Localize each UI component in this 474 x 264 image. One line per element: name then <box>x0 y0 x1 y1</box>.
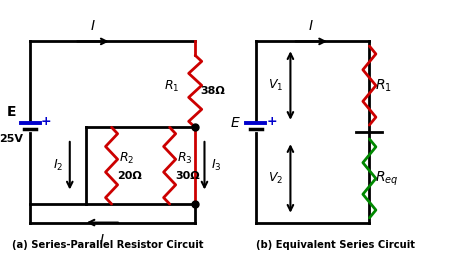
Text: $R_2$: $R_2$ <box>118 151 134 166</box>
Text: 20Ω: 20Ω <box>117 171 142 181</box>
Text: $E$: $E$ <box>230 116 241 130</box>
Text: $I_2$: $I_2$ <box>53 158 63 173</box>
Text: $V_2$: $V_2$ <box>268 171 283 186</box>
Text: $R_3$: $R_3$ <box>177 151 192 166</box>
Text: $R_1$: $R_1$ <box>375 77 392 94</box>
Text: $R_1$: $R_1$ <box>164 79 179 94</box>
Text: $I_3$: $I_3$ <box>211 158 222 173</box>
Text: 30Ω: 30Ω <box>175 171 200 181</box>
Text: +: + <box>41 115 52 128</box>
Text: $\mathbf{E}$: $\mathbf{E}$ <box>6 105 16 119</box>
Text: $V_1$: $V_1$ <box>268 78 283 93</box>
Text: $I$: $I$ <box>309 19 314 33</box>
Text: $R_{eq}$: $R_{eq}$ <box>375 169 399 188</box>
Text: (b) Equivalent Series Circuit: (b) Equivalent Series Circuit <box>256 240 415 250</box>
Text: +: + <box>266 115 277 128</box>
Text: $I$: $I$ <box>100 233 105 247</box>
Text: 25V: 25V <box>0 134 23 144</box>
Text: 38Ω: 38Ω <box>201 86 226 96</box>
Text: (a) Series-Parallel Resistor Circuit: (a) Series-Parallel Resistor Circuit <box>12 240 204 250</box>
Text: $I$: $I$ <box>90 19 96 33</box>
